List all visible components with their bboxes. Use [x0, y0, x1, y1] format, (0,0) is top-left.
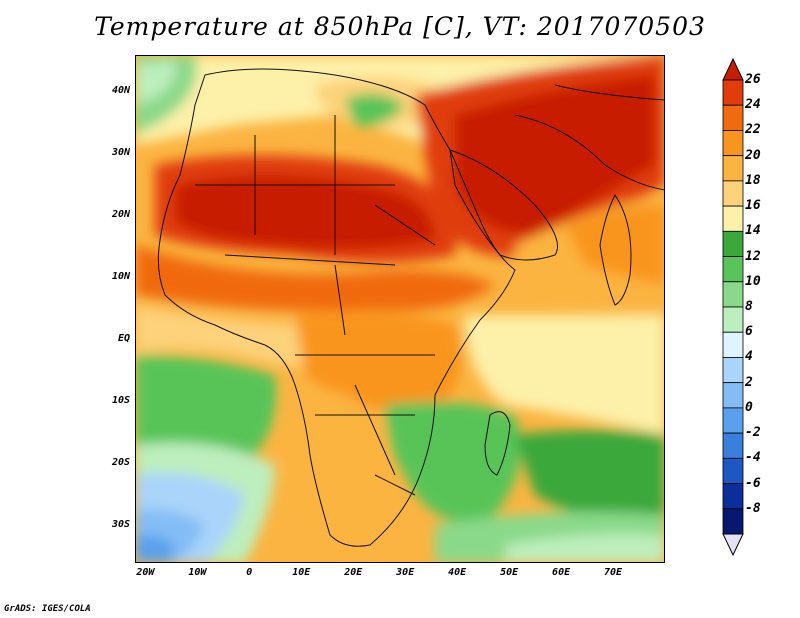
colorbar-level-label: 22	[745, 122, 761, 138]
colorbar-swatch	[722, 483, 744, 510]
colorbar-swatch	[722, 155, 744, 182]
colorbar	[722, 57, 744, 557]
colorbar-level-label: 8	[745, 299, 753, 314]
colorbar-swatch	[722, 79, 744, 106]
colorbar-swatch	[722, 256, 744, 283]
temperature-map	[135, 55, 665, 563]
colorbar-level-label: 12	[745, 248, 761, 264]
colorbar-swatch	[722, 230, 744, 257]
lat-tick-label: 30N	[111, 147, 130, 159]
colorbar-swatch	[722, 281, 744, 308]
lon-tick-label: 20W	[136, 567, 155, 578]
lon-tick-label: 10W	[188, 567, 207, 578]
colorbar-level-label: 14	[745, 223, 761, 239]
colorbar-level-label: -2	[745, 425, 761, 441]
lat-tick-label: 10N	[111, 271, 130, 283]
colorbar-level-label: -6	[745, 475, 761, 491]
colorbar-swatch	[722, 331, 744, 358]
colorbar-swatch	[722, 306, 744, 333]
colorbar-level-label: -8	[745, 500, 761, 516]
colorbar-level-label: 10	[745, 273, 761, 289]
colorbar-level-label: 18	[745, 172, 761, 188]
lon-tick-label: 70E	[604, 567, 623, 578]
lon-tick-label: 50E	[500, 567, 519, 578]
colorbar-level-label: 6	[745, 324, 753, 340]
colorbar-swatch	[722, 104, 744, 131]
colorbar-level-label: 24	[745, 97, 761, 113]
colorbar-level-label: -4	[745, 450, 761, 466]
colorbar-swatch	[722, 407, 744, 434]
lon-tick-label: 10E	[292, 567, 311, 578]
credit-text: GrADS: IGES/COLA	[4, 604, 91, 614]
lat-tick-label: 40N	[111, 85, 130, 97]
colorbar-swatch	[722, 130, 744, 157]
lat-tick-label: EQ	[117, 332, 130, 344]
lat-tick-label: 20S	[111, 456, 130, 468]
colorbar-level-label: 16	[745, 198, 761, 214]
colorbar-level-label: 26	[745, 72, 761, 87]
colorbar-swatch	[722, 180, 744, 207]
colorbar-swatch	[722, 432, 744, 459]
lat-tick-label: 20N	[111, 209, 130, 221]
lon-tick-label: 60E	[552, 567, 571, 578]
lat-tick-label: 10S	[111, 394, 130, 406]
lon-tick-label: 30E	[396, 567, 415, 578]
lon-tick-label: 20E	[344, 567, 363, 578]
colorbar-swatch	[722, 357, 744, 384]
colorbar-level-label: 20	[745, 147, 761, 163]
colorbar-swatch	[722, 508, 744, 535]
colorbar-top-arrow	[722, 57, 744, 81]
colorbar-swatch	[722, 382, 744, 409]
colorbar-level-label: 2	[745, 374, 753, 390]
colorbar-swatch	[722, 205, 744, 232]
colorbar-level-label: 4	[745, 349, 753, 365]
colorbar-swatch	[722, 457, 744, 484]
lon-tick-label: 0	[246, 567, 253, 578]
colorbar-bottom-arrow	[722, 533, 744, 557]
colorbar-level-label: 0	[745, 399, 753, 415]
map-title: Temperature at 850hPa [C], VT: 201707050…	[94, 12, 706, 41]
lat-tick-label: 30S	[111, 518, 130, 530]
lon-tick-label: 40E	[448, 567, 467, 578]
